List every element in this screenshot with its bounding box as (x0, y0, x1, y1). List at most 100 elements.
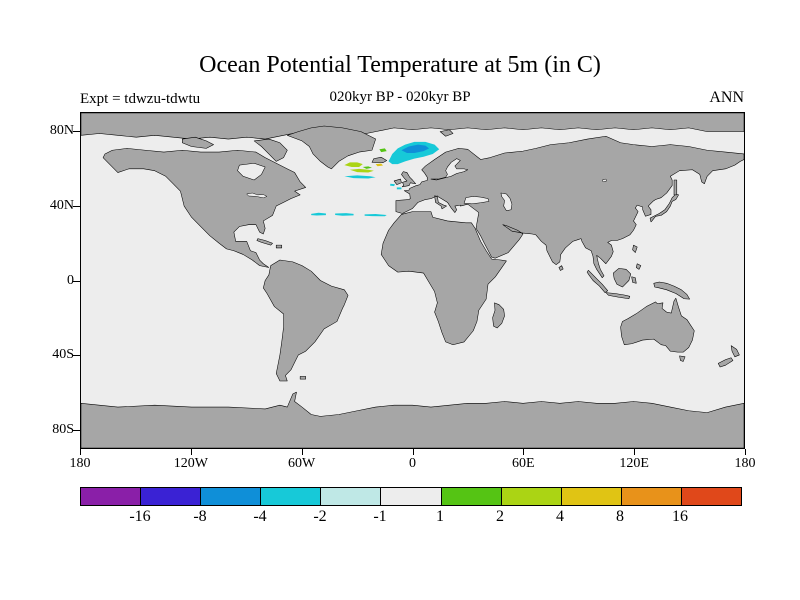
colorbar-label: -4 (253, 508, 267, 525)
land-greenland (286, 125, 376, 170)
colorbar-segment (321, 488, 382, 505)
lon-tick-mark (80, 449, 81, 455)
land-sakhalin (673, 179, 678, 196)
lat-tick-mark (73, 355, 80, 357)
experiment-label: Expt = tdwzu-tdwtu (80, 91, 201, 107)
land-new-zealand-north (730, 345, 740, 358)
anomaly-biscay-dot-1 (396, 187, 402, 190)
land-uk (401, 171, 416, 188)
colorbar-label: 8 (616, 508, 624, 525)
lat-tick-mark (73, 205, 80, 207)
colorbar-segment (441, 488, 502, 505)
colorbar (80, 487, 742, 506)
land-hispaniola (275, 244, 283, 249)
continents (81, 113, 744, 448)
lat-tick-label: 40N (49, 197, 74, 213)
lon-tick-label: 60W (288, 456, 316, 471)
lon-tick-mark (745, 449, 746, 455)
anomaly-irminger-streak-2 (349, 168, 374, 173)
land-ireland (393, 178, 402, 185)
colorbar-label: 4 (556, 508, 564, 525)
colorbar-segment (561, 488, 622, 505)
land-canadian-arctic-west (182, 136, 214, 149)
anomaly-subpolar-streak (344, 175, 376, 179)
colorbar-segment (501, 488, 562, 505)
land-new-zealand-south (717, 357, 734, 368)
land-sri-lanka (558, 265, 564, 271)
land-tasmania (679, 355, 686, 362)
anomaly-patches (311, 141, 440, 217)
anomaly-norwegian-sea-core (401, 144, 430, 154)
anomaly-denmark-strait-speck (379, 148, 387, 153)
lon-tick-label: 180 (69, 456, 91, 471)
baltic-sea (430, 158, 469, 181)
land-luzon (632, 244, 638, 253)
land-antarctica (81, 391, 744, 448)
colorbar-segment (141, 488, 202, 505)
land-new-guinea (653, 281, 690, 300)
colorbar-segment (621, 488, 682, 505)
lon-tick-mark (523, 449, 525, 455)
lon-tick-label: 60E (512, 456, 535, 471)
season-label: ANN (709, 89, 744, 106)
lon-tick-mark (301, 449, 303, 455)
lake-baikal (601, 178, 608, 183)
lon-tick-label: 180 (734, 456, 756, 471)
colorbar-label: -16 (129, 508, 151, 525)
lon-tick-label: 120E (619, 456, 649, 471)
land-java (605, 292, 631, 300)
lon-tick-label: 120W (173, 456, 208, 471)
colorbar-label: 2 (496, 508, 504, 525)
lat-tick-label: 0 (67, 272, 74, 288)
lat-tick-mark (73, 280, 80, 282)
land-iceland (371, 157, 387, 163)
land-baffin-island (253, 138, 288, 162)
lat-tick-label: 80S (52, 422, 74, 438)
anomaly-subtropical-dash-2 (335, 213, 354, 216)
land-africa (380, 211, 507, 345)
colorbar-label: 1 (436, 508, 444, 525)
lat-tick-label: 80N (49, 122, 74, 138)
colorbar-label: -8 (193, 508, 207, 525)
black-sea (463, 196, 490, 205)
land-madagascar (492, 302, 505, 329)
great-lakes (246, 192, 268, 199)
plot-title: Ocean Potential Temperature at 5m (in C) (199, 52, 601, 78)
anomaly-biscay-dot-2 (390, 183, 396, 187)
land-svalbard (439, 129, 454, 137)
land-sulawesi (631, 276, 637, 284)
land-australia (620, 297, 695, 353)
land-cuba (256, 238, 273, 246)
world-map (81, 113, 744, 448)
land-sumatra (586, 269, 608, 293)
anomaly-subtropical-dash-3 (364, 214, 387, 217)
land-borneo (612, 268, 632, 288)
lat-tick-mark (73, 130, 80, 132)
land-south-america (263, 259, 349, 382)
land-arctic-band (81, 113, 744, 140)
anomaly-green-speck (362, 166, 372, 169)
land-eurasia (395, 135, 744, 278)
map-plot-area (80, 112, 745, 449)
lon-tick-label: 0 (409, 456, 416, 471)
hudson-bay (237, 162, 266, 181)
colorbar-segment (261, 488, 322, 505)
colorbar-label: -2 (313, 508, 327, 525)
anomaly-irminger-streak-1 (344, 162, 363, 167)
caspian-sea (500, 192, 513, 211)
colorbar-segment (81, 488, 142, 505)
land-mindanao (635, 263, 642, 270)
colorbar-label: 16 (672, 508, 688, 525)
lon-tick-mark (412, 449, 414, 455)
lon-tick-mark (634, 449, 636, 455)
lat-tick-mark (73, 430, 80, 432)
lon-tick-mark (190, 449, 192, 455)
anomaly-subtropical-dash-1 (311, 212, 326, 216)
anomaly-yellow-speck (375, 163, 384, 167)
lat-tick-label: 40S (52, 347, 74, 363)
colorbar-label: -1 (373, 508, 387, 525)
colorbar-segment (201, 488, 262, 505)
colorbar-segment (381, 488, 442, 505)
land-falkland-islands (299, 376, 306, 380)
